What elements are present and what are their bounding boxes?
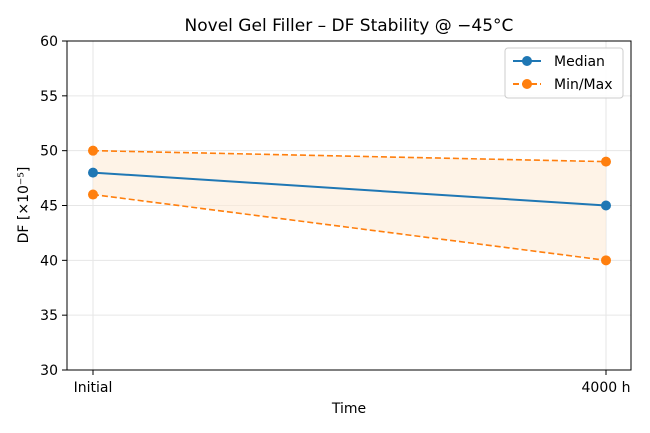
y-tick-label: 60 xyxy=(40,34,58,50)
x-axis-ticks: Initial 4000 h xyxy=(74,370,631,396)
y-tick-label: 30 xyxy=(40,363,58,379)
max-line xyxy=(92,149,607,163)
median-line xyxy=(92,171,607,207)
max-point xyxy=(88,145,98,156)
median-point xyxy=(88,167,98,178)
median-point xyxy=(601,200,611,211)
legend-minmax-label: Min/Max xyxy=(554,77,613,93)
chart-title: Novel Gel Filler – DF Stability @ −45°C xyxy=(185,16,514,36)
y-axis-ticks: 30 35 40 45 50 55 60 xyxy=(40,34,67,379)
min-point xyxy=(88,189,98,200)
plot-area: 30 35 40 45 50 55 60 Initial 4000 h xyxy=(40,34,632,396)
x-tick-label: Initial xyxy=(74,380,113,396)
max-point xyxy=(601,156,611,167)
min-point xyxy=(601,255,611,266)
x-axis-label: Time xyxy=(331,401,366,417)
legend-median-marker xyxy=(522,56,532,66)
y-tick-label: 55 xyxy=(40,89,58,105)
y-axis-label: DF [×10⁻⁵] xyxy=(16,167,32,244)
y-tick-label: 35 xyxy=(40,308,58,324)
x-tick-label: 4000 h xyxy=(582,380,631,396)
legend-median-label: Median xyxy=(554,54,605,70)
y-tick-label: 45 xyxy=(40,199,58,215)
legend: Median Min/Max xyxy=(504,47,624,99)
legend-minmax-marker xyxy=(522,79,532,89)
min-max-band xyxy=(93,150,606,261)
series-layer xyxy=(88,145,611,266)
y-tick-label: 40 xyxy=(40,253,58,269)
min-line xyxy=(92,193,607,262)
y-tick-label: 50 xyxy=(40,144,58,160)
